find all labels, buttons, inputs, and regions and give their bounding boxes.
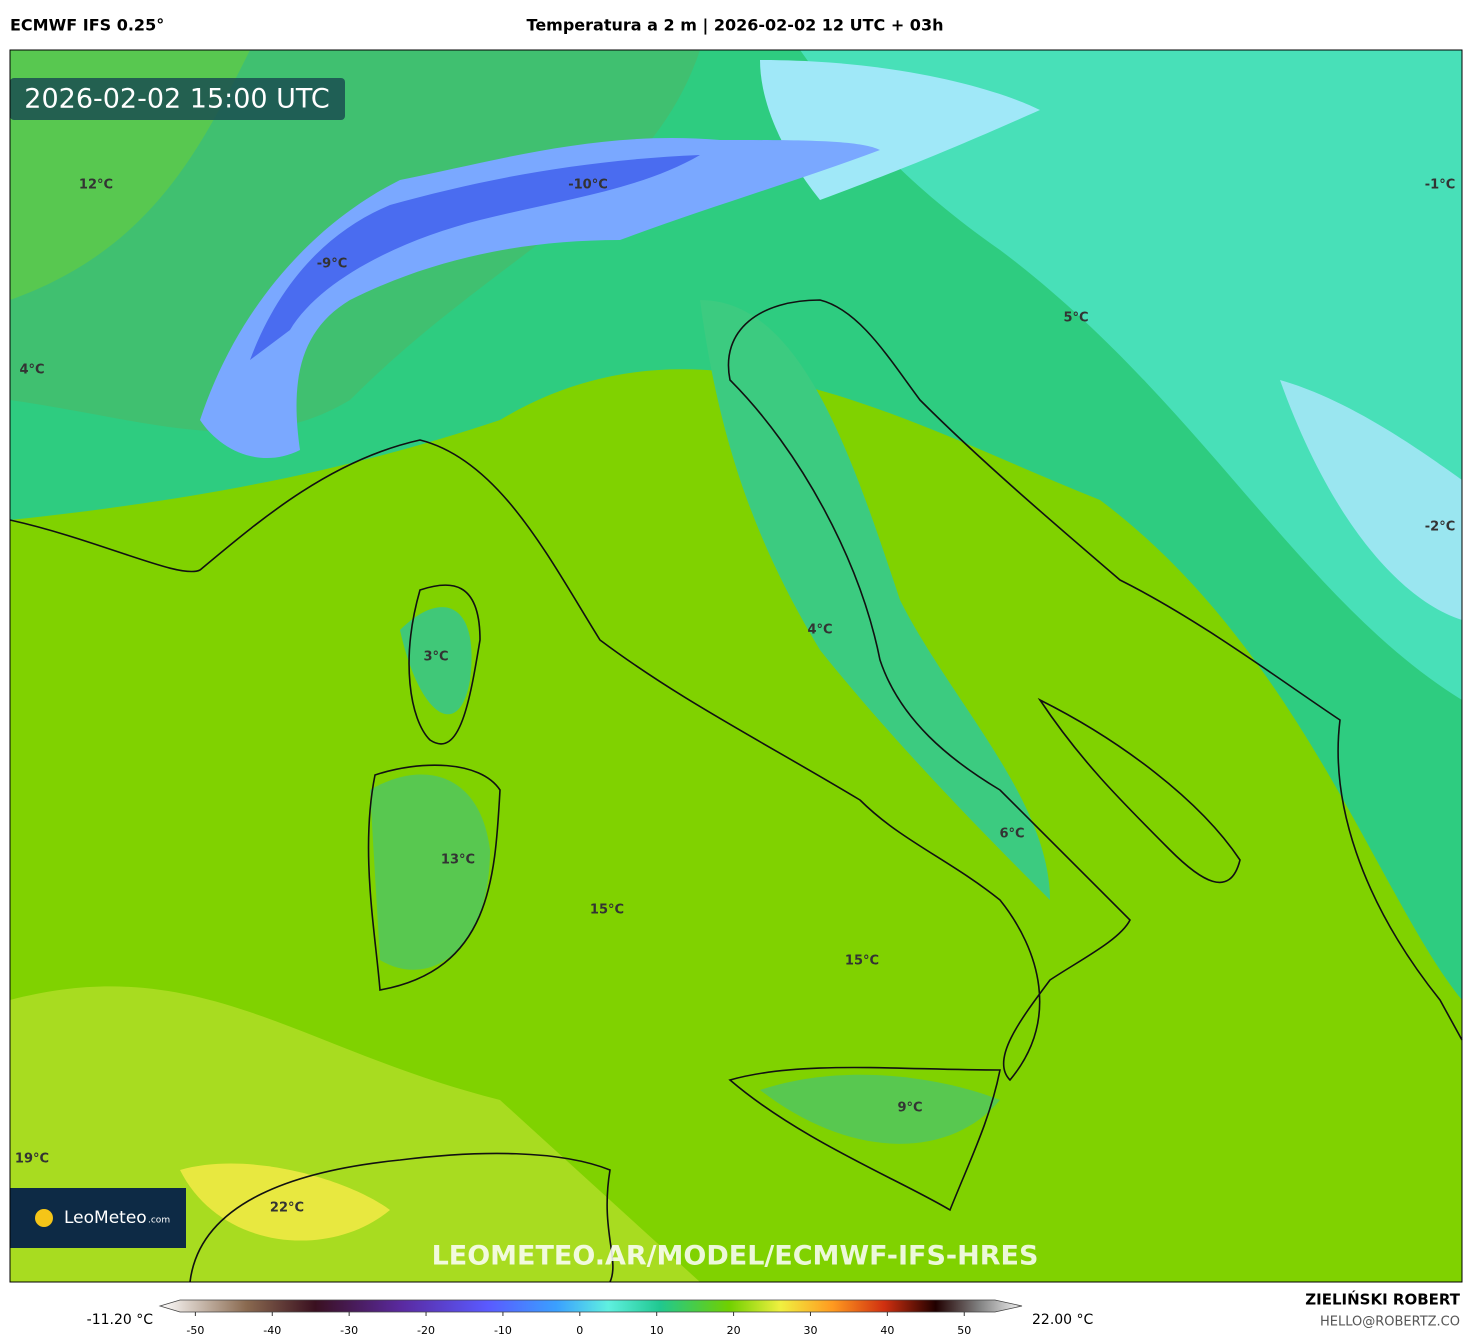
temperature-label: -10°C [568, 178, 608, 193]
temperature-field [10, 50, 1462, 1282]
temperature-label: 15°C [845, 954, 879, 969]
temperature-label: -2°C [1425, 520, 1455, 535]
colorbar-max: 22.00 °C [1032, 1312, 1094, 1328]
logo-name: LeoMeteo [64, 1208, 147, 1228]
colorbar [158, 1299, 1023, 1313]
timestamp-box [10, 78, 345, 120]
temperature-label: 13°C [441, 853, 475, 868]
map-title: Temperatura a 2 m | 2026-02-02 12 UTC + … [527, 16, 944, 36]
model-name: ECMWF IFS 0.25° [10, 16, 164, 35]
colorbar-tick-label: 40 [880, 1324, 894, 1337]
temperature-label: 22°C [270, 1201, 304, 1216]
map-frame [9, 49, 1463, 1283]
colorbar-tick-label: 20 [727, 1324, 741, 1337]
colorbar-tick-label: 30 [803, 1324, 817, 1337]
email: HELLO@ROBERTZ.CO [1320, 1315, 1460, 1330]
logo-suffix: .com [148, 1216, 170, 1226]
temperature-label: -1°C [1425, 178, 1455, 193]
temperature-labels: 12°C -10°C -9°C 4°C 5°C -1°C -2°C 4°C 3°C 6°C 13°C… [15, 178, 1455, 1216]
timestamp: 2026-02-02 15:00 UTC [24, 84, 329, 115]
temperature-label: 9°C [897, 1101, 922, 1116]
colorbar-min: -11.20 °C [87, 1312, 154, 1328]
colorbar-ticks: -50 -40 -30 -20 -10 0 10 20 30 40 50 [186, 1312, 971, 1337]
colorbar-tick-label: -30 [340, 1324, 358, 1337]
coastlines [9, 299, 1463, 1283]
temperature-label: 5°C [1063, 311, 1088, 326]
temperature-label: 19°C [15, 1152, 49, 1167]
temperature-label: 6°C [999, 827, 1024, 842]
colorbar-tick-label: 0 [576, 1324, 583, 1337]
temperature-label: 12°C [79, 178, 113, 193]
colorbar-tick-label: -10 [494, 1324, 512, 1337]
logo-sun [35, 1209, 53, 1227]
colorbar-tick-label: 10 [650, 1324, 664, 1337]
temperature-label: 4°C [807, 623, 832, 638]
temperature-label: 4°C [19, 363, 44, 378]
colorbar-tick-label: -20 [417, 1324, 435, 1337]
colorbar-tick-label: -50 [186, 1324, 204, 1337]
colorbar-tick-label: -40 [263, 1324, 281, 1337]
author: ZIELIŃSKI ROBERT [1305, 1290, 1460, 1309]
temperature-label: 3°C [423, 650, 448, 665]
watermark: LEOMETEO.AR/MODEL/ECMWF-IFS-HRES [432, 1241, 1039, 1272]
temperature-label: -9°C [317, 257, 347, 272]
colorbar-tick-label: 50 [957, 1324, 971, 1337]
temperature-label: 15°C [590, 903, 624, 918]
